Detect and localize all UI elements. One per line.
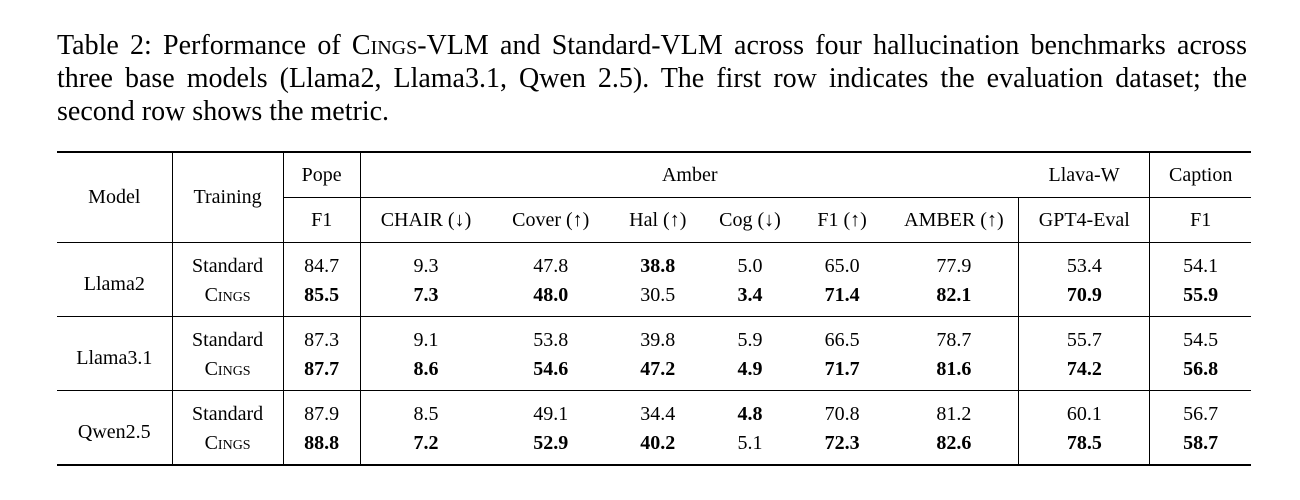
cell: 9.1 <box>359 316 492 355</box>
header-metric: Cover (↑) <box>512 208 590 231</box>
cell: 47.8 <box>533 255 569 277</box>
header-metric: F1 <box>1149 197 1251 243</box>
cell: 85.5 <box>282 281 361 317</box>
cell: 71.7 <box>824 358 860 380</box>
cell: 88.8 <box>282 429 361 465</box>
header-training: Training <box>171 152 284 243</box>
cell: 87.3 <box>282 316 361 355</box>
cell: 4.9 <box>737 358 763 380</box>
cell: 48.0 <box>533 284 569 306</box>
cell: 74.2 <box>1018 355 1150 391</box>
cell: 78.5 <box>1018 429 1150 465</box>
cell: 54.5 <box>1149 316 1251 355</box>
model-name: Qwen2.5 <box>77 420 151 443</box>
cell: 70.9 <box>1018 281 1150 317</box>
header-dataset-pope: Pope <box>282 152 361 198</box>
table-row: Cings 88.8 7.2 52.9 40.2 5.1 72.3 82.6 7… <box>57 429 1251 465</box>
training-label: Cings <box>171 429 284 465</box>
caption-label: Table 2: <box>57 30 152 61</box>
caption-method-initial: C <box>351 30 371 61</box>
cell: 7.2 <box>359 429 492 465</box>
table-row: Llama3.1 Standard 87.3 9.1 53.8 39.8 5.9… <box>57 316 1251 369</box>
caption-method-rest: ings <box>370 30 418 61</box>
cell: 87.7 <box>282 355 361 391</box>
cell: 60.1 <box>1018 390 1150 429</box>
table-caption: Table 2: Performance of Cings-VLM and St… <box>57 29 1247 128</box>
header-dataset-amber: Amber <box>359 152 1019 198</box>
cell: 8.5 <box>359 390 492 429</box>
cell: 70.8 <box>824 403 860 425</box>
table-row: Llama2 Standard 84.7 9.3 47.8 38.8 5.0 6… <box>57 242 1251 295</box>
cell: 81.2 <box>936 403 972 425</box>
header-metric: AMBER (↑) <box>904 208 1004 231</box>
caption-text-a: Performance of <box>151 30 352 61</box>
cell: 82.1 <box>936 284 972 306</box>
model-name: Llama3.1 <box>76 346 153 369</box>
header-metric: F1 <box>282 197 361 243</box>
cell: 47.2 <box>640 358 676 380</box>
cell: 5.1 <box>737 432 763 454</box>
cell: 5.0 <box>737 255 763 277</box>
cell: 4.8 <box>737 403 763 425</box>
cell: 55.9 <box>1149 281 1251 317</box>
cell: 71.4 <box>824 284 860 306</box>
cell: 55.7 <box>1018 316 1150 355</box>
cell: 54.1 <box>1149 242 1251 281</box>
cell: 78.7 <box>936 329 972 351</box>
cell: 9.3 <box>359 242 492 281</box>
cell: 58.7 <box>1149 429 1251 465</box>
training-label: Standard <box>171 316 284 355</box>
training-label: Standard <box>171 242 284 281</box>
header-model: Model <box>88 186 141 208</box>
cell: 53.8 <box>533 329 569 351</box>
header-metric: CHAIR (↓) <box>359 197 492 243</box>
cell: 40.2 <box>640 432 676 454</box>
table-row: Cings 85.5 7.3 48.0 30.5 3.4 71.4 82.1 7… <box>57 281 1251 317</box>
training-label: Standard <box>171 390 284 429</box>
cell: 65.0 <box>824 255 860 277</box>
header-metric: F1 (↑) <box>817 208 867 231</box>
cell: 81.6 <box>936 358 972 380</box>
training-label: Cings <box>171 281 284 317</box>
cell: 82.6 <box>936 432 972 454</box>
header-row-datasets: Model Training Pope Amber Llava-W Captio… <box>57 152 1251 243</box>
cell: 39.8 <box>640 329 676 351</box>
cell: 56.7 <box>1149 390 1251 429</box>
header-metric: GPT4-Eval <box>1018 197 1150 243</box>
cell: 30.5 <box>640 284 676 306</box>
cell: 38.8 <box>640 255 676 277</box>
header-metric: Cog (↓) <box>719 208 781 231</box>
cell: 54.6 <box>533 358 569 380</box>
training-label: Cings <box>171 355 284 391</box>
cell: 52.9 <box>533 432 569 454</box>
cell: 66.5 <box>824 329 860 351</box>
table-row: Qwen2.5 Standard 87.9 8.5 49.1 34.4 4.8 … <box>57 390 1251 443</box>
header-row-metrics: F1 CHAIR (↓) Cover (↑) Hal (↑) Cog (↓) F… <box>57 197 1251 243</box>
cell: 7.3 <box>359 281 492 317</box>
cell: 56.8 <box>1149 355 1251 391</box>
cell: 3.4 <box>737 284 763 306</box>
caption-text-b: -VLM and Standard-VLM across four halluc… <box>57 30 1248 127</box>
cell: 34.4 <box>640 403 676 425</box>
header-metric: Hal (↑) <box>629 208 687 231</box>
cell: 77.9 <box>936 255 972 277</box>
header-dataset-caption: Caption <box>1149 152 1251 198</box>
cell: 53.4 <box>1018 242 1150 281</box>
header-dataset-llava-w: Llava-W <box>1018 152 1150 198</box>
model-name: Llama2 <box>83 272 145 295</box>
cell: 87.9 <box>282 390 361 429</box>
cell: 84.7 <box>282 242 361 281</box>
results-table: Model Training Pope Amber Llava-W Captio… <box>57 151 1251 466</box>
cell: 49.1 <box>533 403 569 425</box>
table-row: Cings 87.7 8.6 54.6 47.2 4.9 71.7 81.6 7… <box>57 355 1251 391</box>
cell: 72.3 <box>824 432 860 454</box>
cell: 8.6 <box>359 355 492 391</box>
cell: 5.9 <box>737 329 763 351</box>
